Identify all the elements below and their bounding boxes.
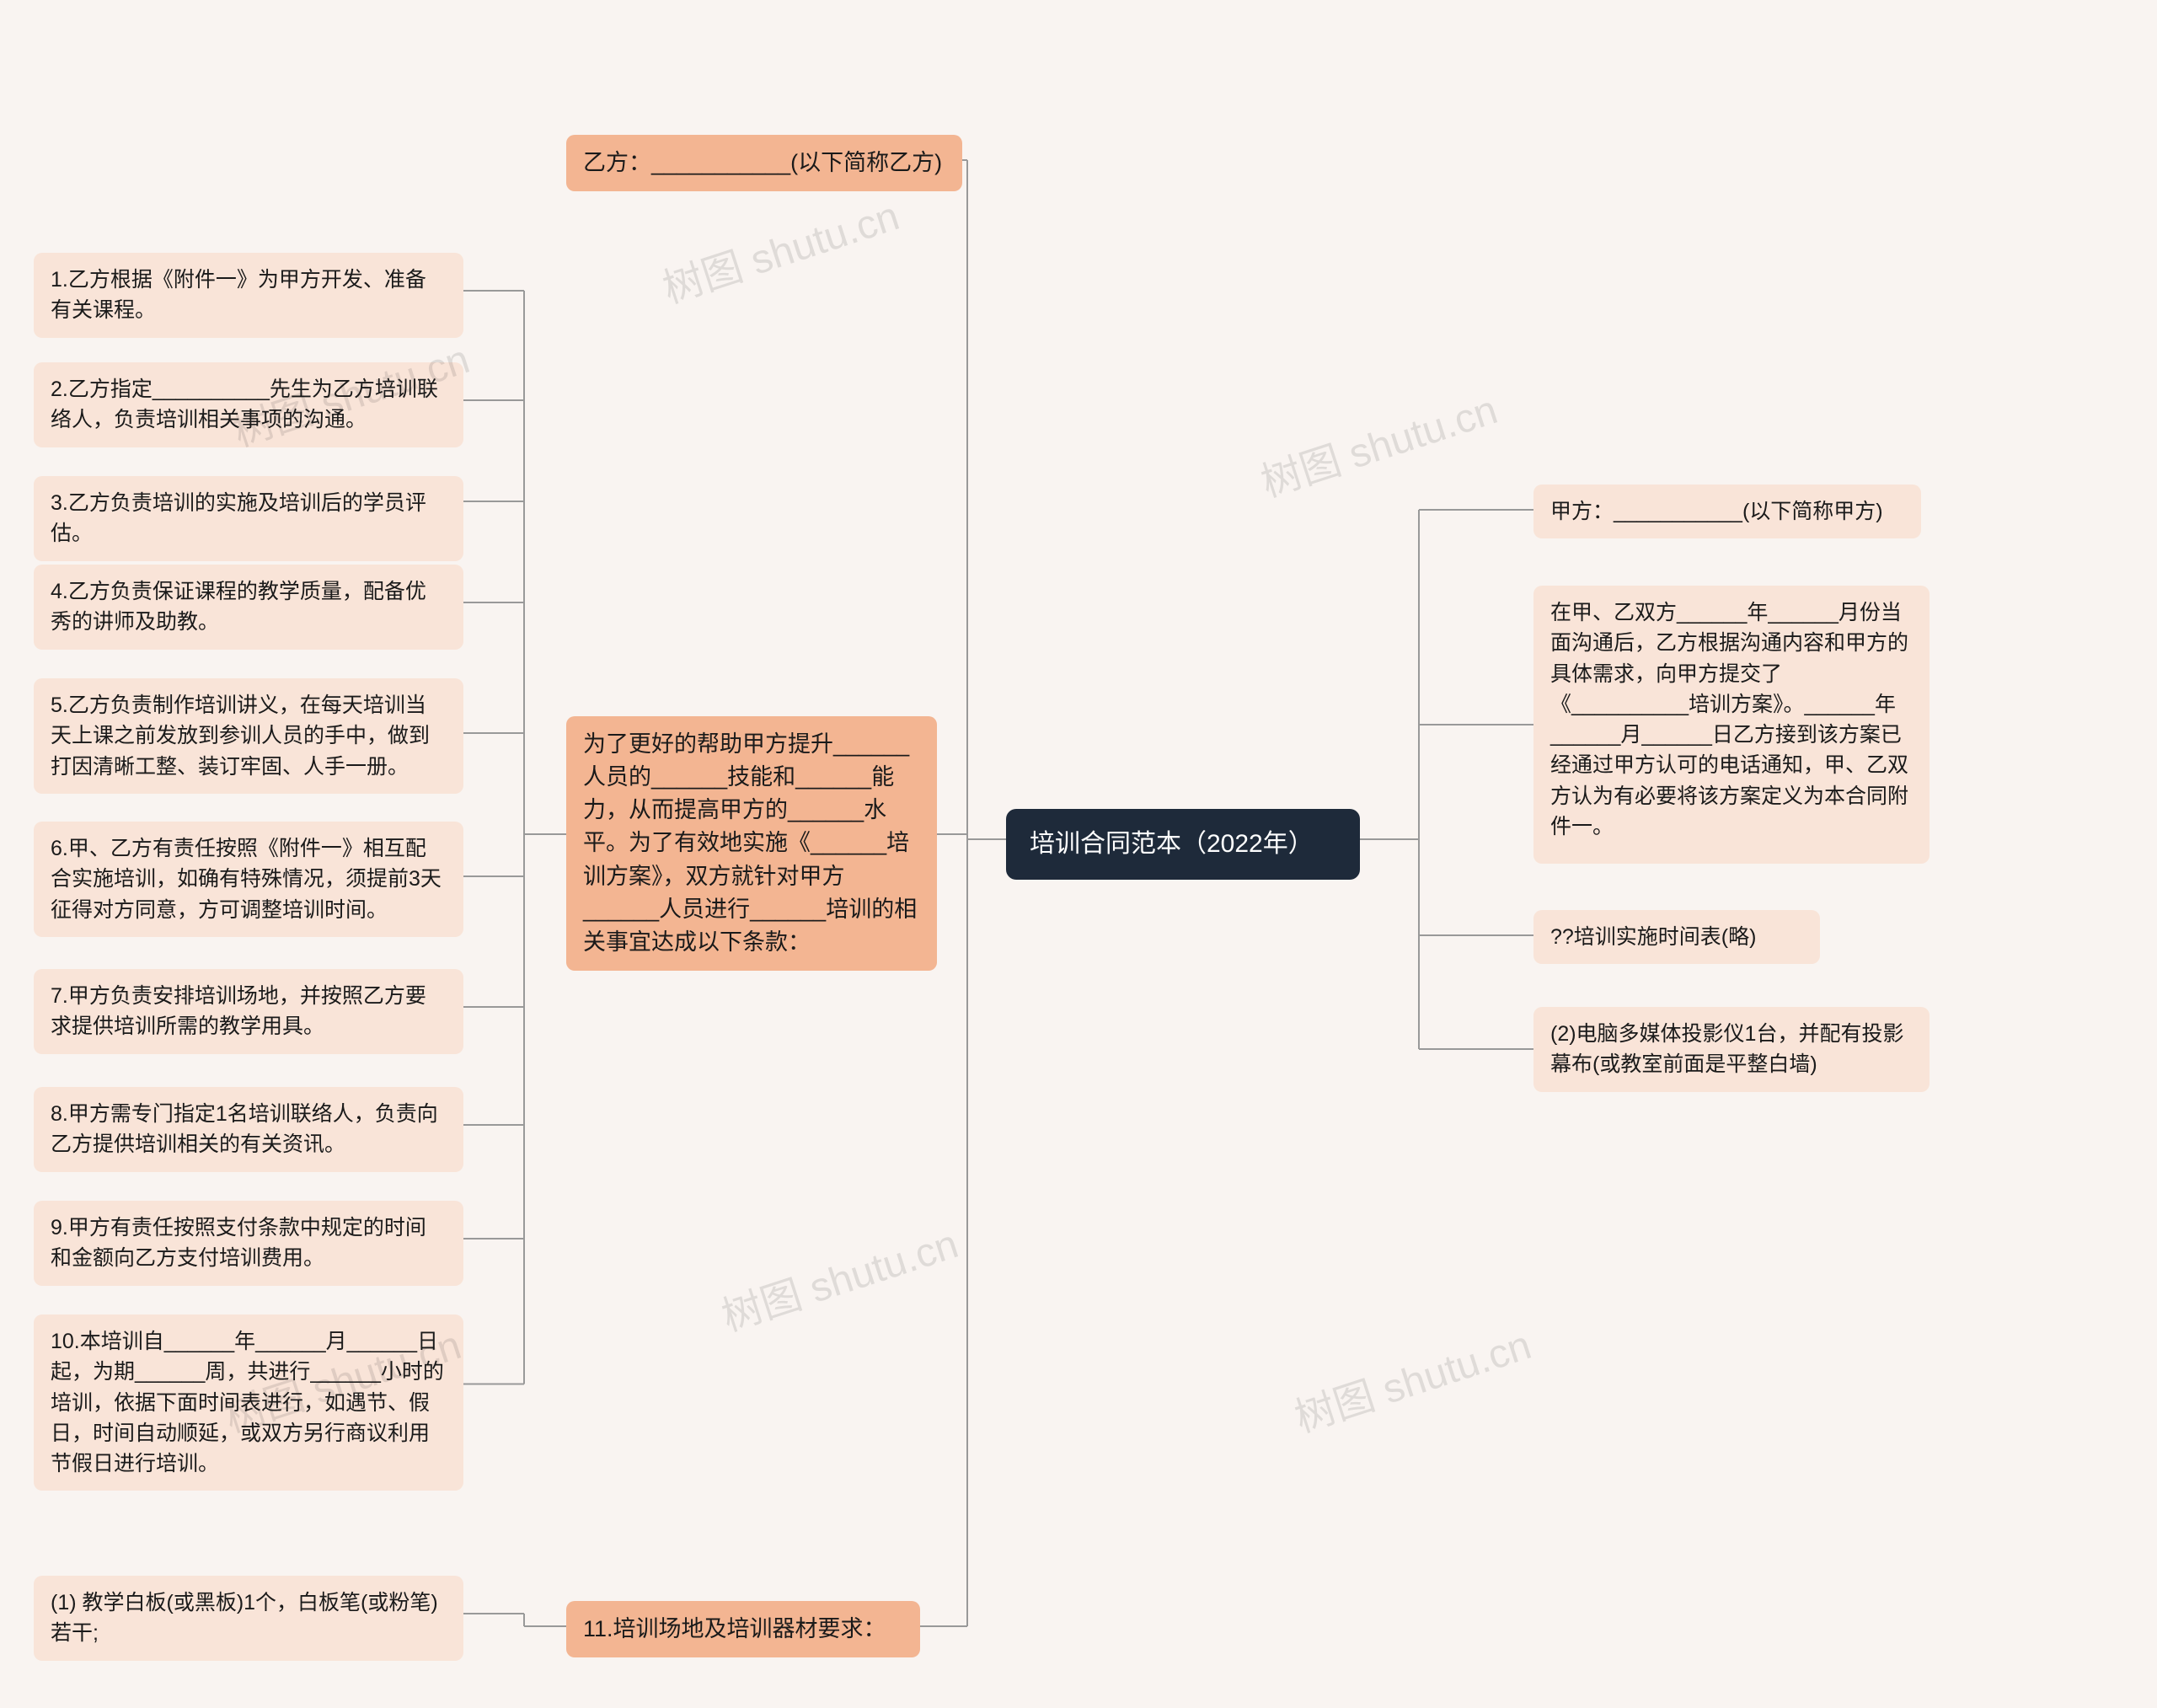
clause-node-c7[interactable]: 7.甲方负责安排培训场地，并按照乙方要求提供培训所需的教学用具。 <box>34 969 463 1054</box>
clause-node-c10[interactable]: 10.本培训自______年______月______日起，为期______周，… <box>34 1314 463 1491</box>
right-node-r2[interactable]: 在甲、乙双方______年______月份当面沟通后，乙方根据沟通内容和甲方的具… <box>1533 586 1930 864</box>
clause-node-c4[interactable]: 4.乙方负责保证课程的教学质量，配备优秀的讲师及助教。 <box>34 565 463 650</box>
watermark-3: 树图 shutu.cn <box>713 1211 964 1342</box>
left-branch-b3[interactable]: 11.培训场地及培训器材要求： <box>566 1601 920 1657</box>
left-branch-b2[interactable]: 为了更好的帮助甲方提升______人员的______技能和______能力，从而… <box>566 716 937 971</box>
root-node[interactable]: 培训合同范本（2022年） <box>1006 809 1360 880</box>
right-node-r3[interactable]: ??培训实施时间表(略) <box>1533 910 1820 964</box>
watermark-1: 树图 shutu.cn <box>654 183 905 314</box>
clause-node-c8[interactable]: 8.甲方需专门指定1名培训联络人，负责向乙方提供培训相关的有关资讯。 <box>34 1087 463 1172</box>
right-node-r1[interactable]: 甲方：___________(以下简称甲方) <box>1533 485 1921 538</box>
clause-node-c5[interactable]: 5.乙方负责制作培训讲义，在每天培训当天上课之前发放到参训人员的手中，做到打因清… <box>34 678 463 794</box>
clause-node-d1[interactable]: (1) 教学白板(或黑板)1个，白板笔(或粉笔)若干; <box>34 1576 463 1661</box>
clause-node-c2[interactable]: 2.乙方指定__________先生为乙方培训联络人，负责培训相关事项的沟通。 <box>34 362 463 447</box>
clause-node-c1[interactable]: 1.乙方根据《附件一》为甲方开发、准备有关课程。 <box>34 253 463 338</box>
clause-node-c9[interactable]: 9.甲方有责任按照支付条款中规定的时间和金额向乙方支付培训费用。 <box>34 1201 463 1286</box>
watermark-5: 树图 shutu.cn <box>1286 1312 1537 1443</box>
watermark-2: 树图 shutu.cn <box>1252 377 1503 508</box>
left-branch-b1[interactable]: 乙方：___________(以下简称乙方) <box>566 135 962 191</box>
clause-node-c6[interactable]: 6.甲、乙方有责任按照《附件一》相互配合实施培训，如确有特殊情况，须提前3天征得… <box>34 822 463 937</box>
right-node-r4[interactable]: (2)电脑多媒体投影仪1台，并配有投影幕布(或教室前面是平整白墙) <box>1533 1007 1930 1092</box>
clause-node-c3[interactable]: 3.乙方负责培训的实施及培训后的学员评估。 <box>34 476 463 561</box>
